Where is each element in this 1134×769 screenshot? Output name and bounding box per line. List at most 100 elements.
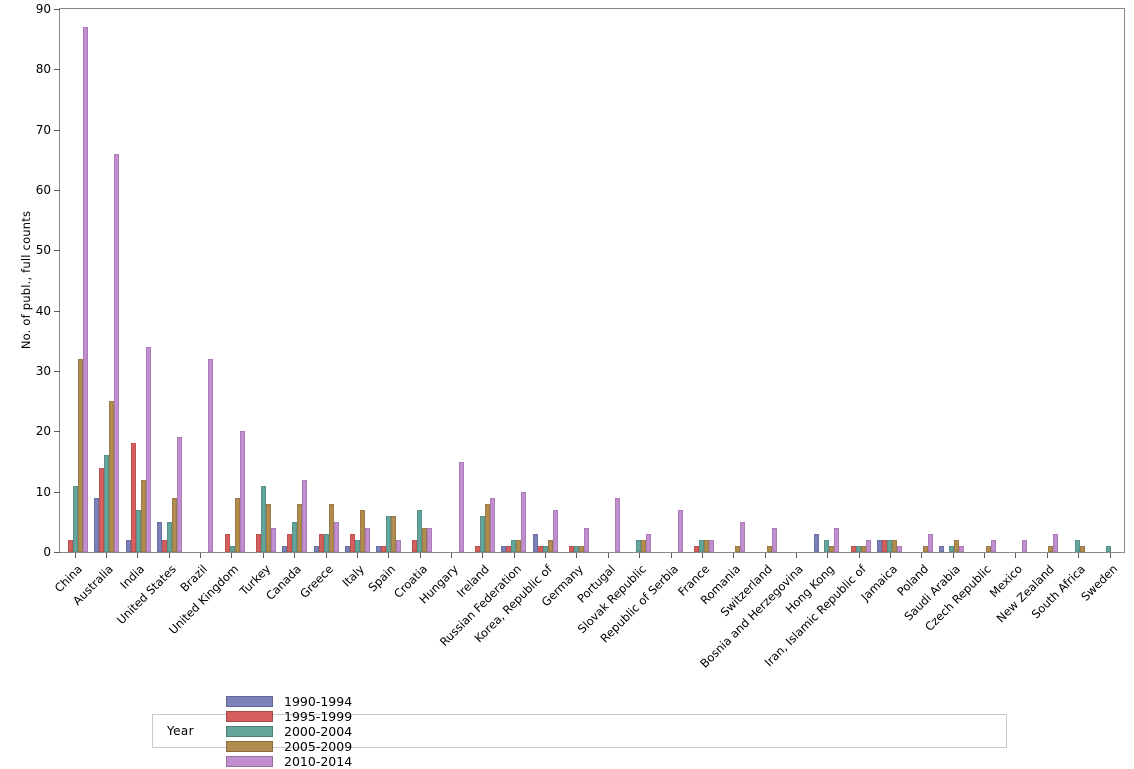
- bar[interactable]: [1105, 545, 1111, 552]
- bar[interactable]: [501, 545, 507, 552]
- bar[interactable]: [417, 509, 423, 552]
- bar[interactable]: [516, 539, 522, 552]
- bar[interactable]: [255, 533, 261, 552]
- bar[interactable]: [287, 533, 293, 552]
- bar[interactable]: [73, 485, 79, 552]
- bar[interactable]: [177, 437, 183, 552]
- bar[interactable]: [959, 545, 965, 552]
- legend-item[interactable]: 2005-2009: [226, 739, 352, 754]
- bar[interactable]: [939, 545, 945, 552]
- bar[interactable]: [172, 497, 178, 552]
- bar[interactable]: [834, 527, 840, 552]
- legend-item[interactable]: 2000-2004: [226, 724, 352, 739]
- bar[interactable]: [167, 521, 173, 552]
- bar[interactable]: [292, 521, 298, 552]
- bar[interactable]: [109, 401, 115, 552]
- bar[interactable]: [896, 545, 902, 552]
- bar[interactable]: [771, 527, 777, 552]
- bar[interactable]: [349, 533, 355, 552]
- bar[interactable]: [1079, 545, 1085, 552]
- bar[interactable]: [573, 545, 579, 552]
- bar[interactable]: [140, 479, 146, 552]
- bar[interactable]: [381, 545, 387, 552]
- bar[interactable]: [145, 346, 151, 552]
- bar[interactable]: [323, 533, 329, 552]
- bar[interactable]: [364, 527, 370, 552]
- bar[interactable]: [829, 545, 835, 552]
- bar[interactable]: [157, 521, 163, 552]
- bar[interactable]: [114, 153, 120, 552]
- bar[interactable]: [547, 539, 553, 552]
- bar[interactable]: [1022, 539, 1028, 552]
- bar[interactable]: [552, 509, 558, 552]
- legend-item[interactable]: 1990-1994: [226, 694, 352, 709]
- bar[interactable]: [928, 533, 934, 552]
- bar[interactable]: [297, 503, 303, 552]
- bar[interactable]: [485, 503, 490, 552]
- bar[interactable]: [490, 497, 495, 552]
- bar[interactable]: [422, 527, 428, 552]
- bar[interactable]: [229, 545, 235, 552]
- bar[interactable]: [376, 545, 382, 552]
- bar[interactable]: [125, 539, 131, 552]
- bar[interactable]: [860, 545, 866, 552]
- bar[interactable]: [1048, 545, 1054, 552]
- bar[interactable]: [735, 545, 741, 552]
- bar[interactable]: [886, 539, 892, 552]
- bar[interactable]: [94, 497, 100, 552]
- bar[interactable]: [740, 521, 746, 552]
- bar[interactable]: [391, 515, 397, 552]
- bar[interactable]: [677, 509, 683, 552]
- bar[interactable]: [427, 527, 433, 552]
- bar[interactable]: [386, 515, 392, 552]
- bar[interactable]: [302, 479, 308, 552]
- bar[interactable]: [949, 545, 955, 552]
- bar[interactable]: [354, 539, 360, 552]
- bar[interactable]: [475, 545, 480, 552]
- bar[interactable]: [704, 539, 710, 552]
- bar[interactable]: [99, 467, 105, 552]
- bar[interactable]: [458, 461, 464, 552]
- bar[interactable]: [135, 509, 141, 552]
- bar[interactable]: [130, 443, 136, 552]
- bar[interactable]: [521, 491, 527, 552]
- bar[interactable]: [260, 485, 266, 552]
- bar[interactable]: [1053, 533, 1059, 552]
- bar[interactable]: [68, 539, 74, 552]
- bar[interactable]: [328, 503, 334, 552]
- bar[interactable]: [239, 431, 245, 552]
- bar[interactable]: [641, 539, 647, 552]
- bar[interactable]: [344, 545, 350, 552]
- bar[interactable]: [83, 27, 89, 552]
- bar[interactable]: [636, 539, 642, 552]
- bar[interactable]: [506, 545, 512, 552]
- bar[interactable]: [985, 545, 991, 552]
- legend-item[interactable]: 1995-1999: [226, 709, 352, 724]
- bar[interactable]: [568, 545, 574, 552]
- bar[interactable]: [694, 545, 700, 552]
- bar[interactable]: [224, 533, 230, 552]
- bar[interactable]: [396, 539, 402, 552]
- bar[interactable]: [537, 545, 543, 552]
- bar[interactable]: [850, 545, 856, 552]
- bar[interactable]: [814, 533, 820, 552]
- bar[interactable]: [583, 527, 589, 552]
- bar[interactable]: [876, 539, 882, 552]
- bar[interactable]: [480, 515, 485, 552]
- bar[interactable]: [891, 539, 897, 552]
- bar[interactable]: [1074, 539, 1080, 552]
- bar[interactable]: [270, 527, 276, 552]
- bar[interactable]: [855, 545, 861, 552]
- bar[interactable]: [234, 497, 240, 552]
- bar[interactable]: [990, 539, 996, 552]
- bar[interactable]: [709, 539, 715, 552]
- bar[interactable]: [78, 358, 84, 552]
- bar[interactable]: [511, 539, 517, 552]
- bar[interactable]: [162, 539, 168, 552]
- bar[interactable]: [766, 545, 772, 552]
- bar[interactable]: [104, 455, 110, 552]
- bar[interactable]: [824, 539, 830, 552]
- bar[interactable]: [282, 545, 288, 552]
- bar[interactable]: [359, 509, 365, 552]
- bar[interactable]: [265, 503, 271, 552]
